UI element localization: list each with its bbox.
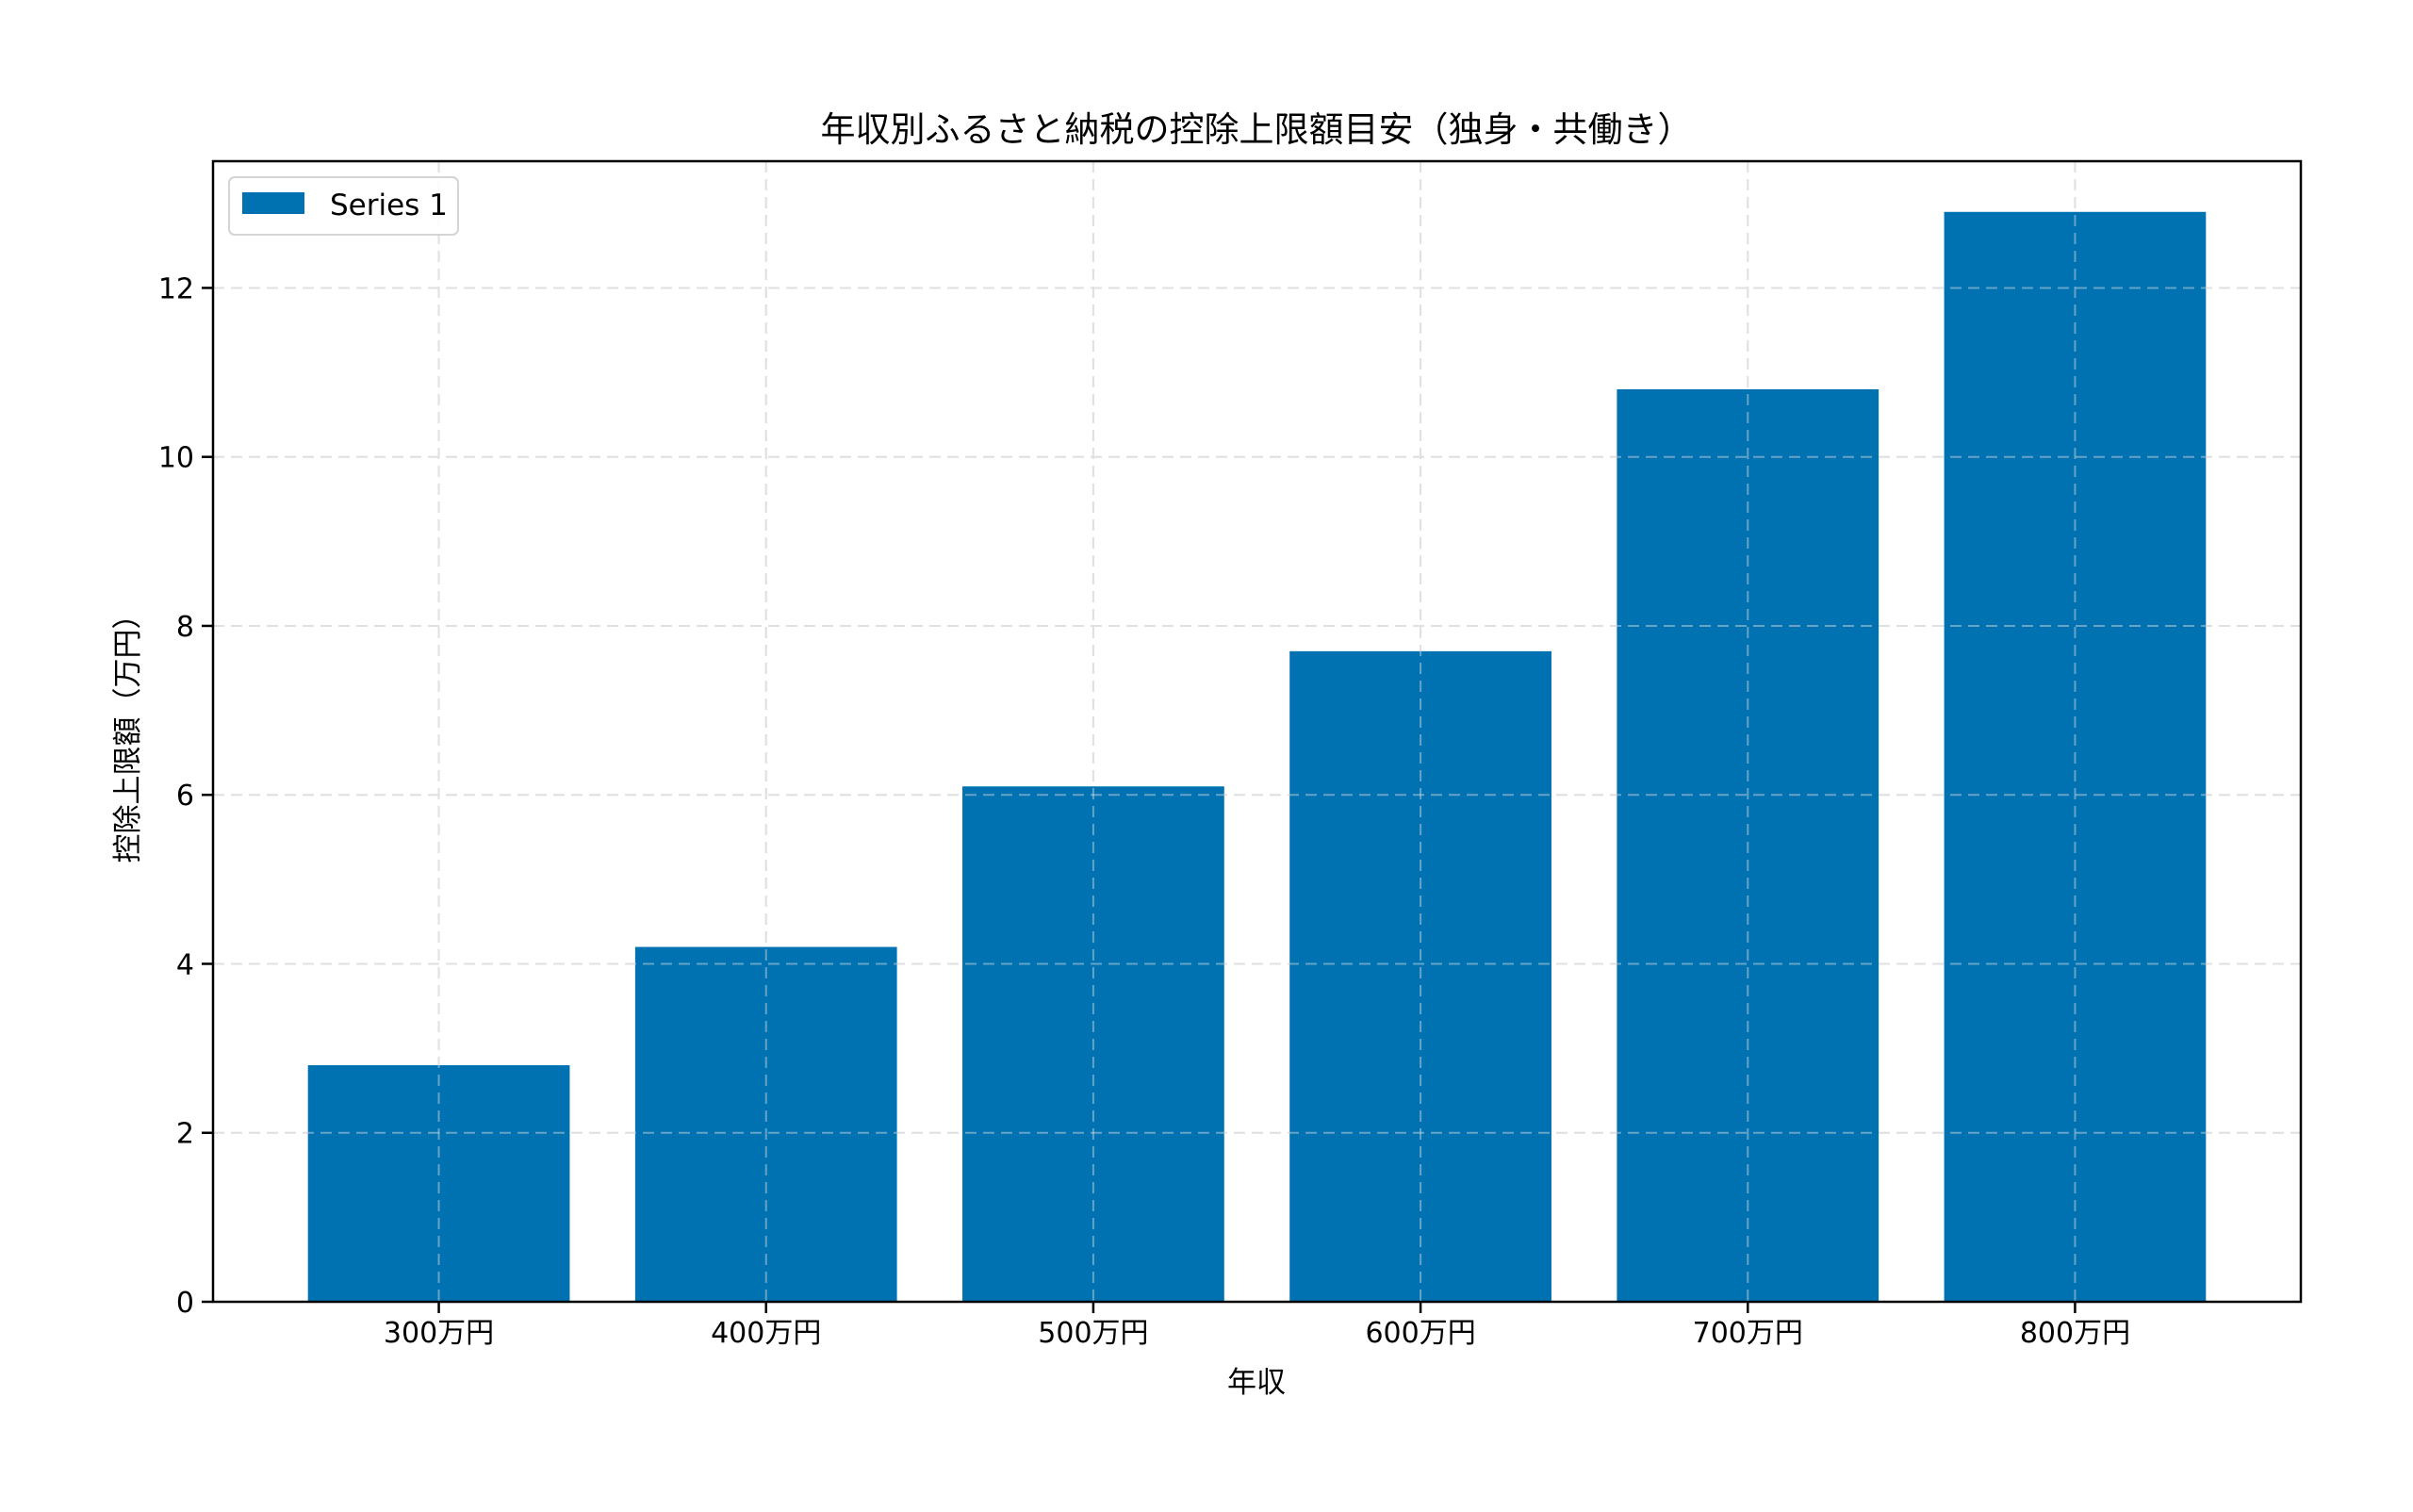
x-tick-label: 600万円 bbox=[1365, 1317, 1475, 1350]
y-axis-label: 控除上限額（万円） bbox=[111, 600, 145, 863]
y-tick-label: 10 bbox=[158, 442, 194, 475]
bar-600万円 bbox=[1289, 650, 1551, 1302]
bar-800万円 bbox=[1944, 211, 2207, 1302]
x-tick-label: 700万円 bbox=[1693, 1317, 1803, 1350]
bar-300万円 bbox=[307, 1065, 570, 1302]
y-tick-label: 8 bbox=[176, 611, 194, 644]
y-axis-ticks: 0 2 4 6 8 10 12 bbox=[158, 272, 213, 1320]
bar-400万円 bbox=[634, 946, 897, 1302]
axes-frame bbox=[211, 159, 2303, 1304]
x-tick-label: 300万円 bbox=[384, 1317, 494, 1350]
y-tick-label: 12 bbox=[158, 272, 194, 305]
bar-700万円 bbox=[1617, 389, 1880, 1302]
bar-500万円 bbox=[962, 786, 1224, 1302]
y-tick-label: 0 bbox=[176, 1287, 194, 1320]
y-tick-label: 2 bbox=[176, 1118, 194, 1151]
x-tick-label: 500万円 bbox=[1038, 1317, 1148, 1350]
legend-swatch-series-1 bbox=[242, 192, 304, 214]
bar-series bbox=[307, 211, 2207, 1302]
x-tick-label: 400万円 bbox=[711, 1317, 821, 1350]
grid-lines-overlay bbox=[213, 161, 2301, 1302]
legend: Series 1 bbox=[228, 176, 459, 236]
chart-title: 年収別ふるさと納税の控除上限額目安（独身・共働き） bbox=[821, 109, 1693, 150]
x-axis-ticks: 300万円 400万円 500万円 600万円 700万円 800万円 bbox=[384, 1302, 2130, 1350]
y-tick-label: 4 bbox=[176, 948, 194, 981]
legend-box bbox=[228, 176, 459, 236]
y-tick-label: 6 bbox=[176, 780, 194, 813]
x-tick-label: 800万円 bbox=[2020, 1317, 2130, 1350]
legend-label-series-1: Series 1 bbox=[330, 189, 448, 222]
x-axis-label: 年収 bbox=[1227, 1366, 1286, 1400]
